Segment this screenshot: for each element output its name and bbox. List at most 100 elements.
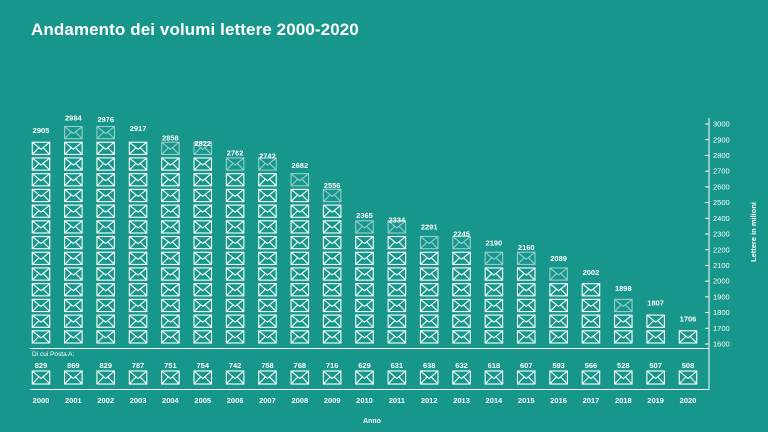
envelope-icon [31, 298, 51, 313]
bar [128, 141, 148, 344]
envelope-icon [452, 314, 471, 328]
posta-a-value: 618 [488, 361, 501, 370]
y-tick-label: 2700 [713, 167, 730, 176]
envelope-icon [549, 370, 568, 385]
envelope-icon [613, 330, 633, 344]
envelope-icon [549, 314, 568, 328]
envelope-icon [516, 283, 536, 297]
x-tick-label: 2013 [453, 396, 470, 405]
posta-a-value: 593 [552, 361, 565, 370]
bar [193, 141, 213, 344]
envelope-icon [161, 267, 180, 281]
envelope-icon [64, 204, 83, 218]
envelope-icon [419, 330, 439, 344]
envelope-icon [31, 251, 51, 265]
envelope-icon [193, 235, 213, 250]
envelope-icon [581, 314, 601, 328]
x-tick-label: 2020 [680, 396, 697, 405]
bars-layer [31, 125, 698, 344]
envelope-icon [290, 235, 310, 250]
data-label: 2742 [259, 152, 276, 161]
envelope-icon [193, 370, 213, 385]
envelope-icon [64, 173, 83, 187]
envelope-icon [646, 370, 665, 385]
envelope-icon [322, 314, 342, 328]
data-label: 2822 [194, 139, 211, 148]
envelope-icon [128, 330, 148, 344]
envelope-icon [96, 141, 115, 155]
envelope-icon [64, 370, 83, 385]
envelope-icon [96, 220, 115, 234]
envelope-icon [290, 314, 310, 328]
envelope-icon [419, 314, 439, 328]
bar [322, 188, 342, 344]
envelope-icon [193, 220, 213, 234]
posta-a-value: 638 [423, 361, 436, 370]
y-tick-label: 2500 [713, 198, 730, 207]
envelope-icon [419, 235, 439, 250]
envelope-icon [31, 188, 51, 203]
envelope-icon [225, 235, 245, 250]
envelope-icon [96, 298, 115, 313]
envelope-icon [290, 251, 310, 265]
envelope-icon [452, 235, 471, 250]
data-label: 2556 [324, 181, 341, 190]
envelope-icon [96, 188, 115, 203]
data-label: 2160 [518, 243, 535, 252]
posta-a-value: 629 [358, 361, 371, 370]
envelope-icon [161, 370, 180, 385]
envelope-icon [581, 298, 601, 313]
y-tick-label: 2400 [713, 214, 730, 223]
envelope-icon [128, 235, 148, 250]
envelope-icon [549, 267, 568, 281]
x-tick-label: 2010 [356, 396, 373, 405]
bar [678, 330, 698, 344]
envelope-icon [322, 298, 342, 313]
envelope-icon [452, 298, 471, 313]
envelope-icon [193, 188, 213, 203]
data-label: 2976 [97, 115, 114, 124]
envelope-icon [355, 251, 374, 265]
envelope-icon [258, 283, 277, 297]
envelope-icon [225, 204, 245, 218]
envelope-icon [225, 188, 245, 203]
envelope-icon [258, 370, 277, 385]
envelope-icon [64, 141, 83, 155]
data-label: 2365 [356, 211, 373, 220]
envelope-icon [387, 267, 407, 281]
envelope-icon [387, 370, 407, 385]
envelope-icon [613, 370, 633, 385]
envelope-icon [128, 298, 148, 313]
envelope-icon [387, 235, 407, 250]
envelope-icon [322, 188, 342, 203]
value-labels-layer: 2905 2984 2976 2917 2858 2822 2762 2742 2682 2556… [33, 114, 697, 324]
x-tick-label: 2002 [97, 396, 114, 405]
envelope-icon [64, 298, 83, 313]
x-axis: 2000 2001 2002 2003 2004 2005 2006 2007 2008 2009… [30, 389, 709, 425]
envelope-icon [387, 283, 407, 297]
envelope-icon [355, 314, 374, 328]
envelope-icon [419, 283, 439, 297]
posta-a-value: 716 [326, 361, 339, 370]
envelope-icon [355, 220, 374, 234]
envelope-icon [225, 330, 245, 344]
y-tick-label: 2100 [713, 261, 730, 270]
envelope-icon [581, 283, 601, 297]
envelope-icon [355, 330, 374, 344]
envelope-icon [225, 314, 245, 328]
envelope-icon [128, 141, 148, 155]
envelope-icon [290, 267, 310, 281]
envelope-icon [128, 173, 148, 187]
x-tick-label: 2001 [65, 396, 82, 405]
envelope-icon [387, 251, 407, 265]
envelope-icon [355, 283, 374, 297]
envelope-icon [516, 370, 536, 385]
envelope-icon [96, 235, 115, 250]
y-tick-label: 2900 [713, 135, 730, 144]
y-tick-label: 1800 [713, 308, 730, 317]
envelope-icon [31, 330, 51, 344]
posta-a-label: Di cui Posta A: [32, 351, 74, 358]
envelope-icon [161, 204, 180, 218]
envelope-icon [484, 298, 504, 313]
bar [96, 125, 115, 344]
